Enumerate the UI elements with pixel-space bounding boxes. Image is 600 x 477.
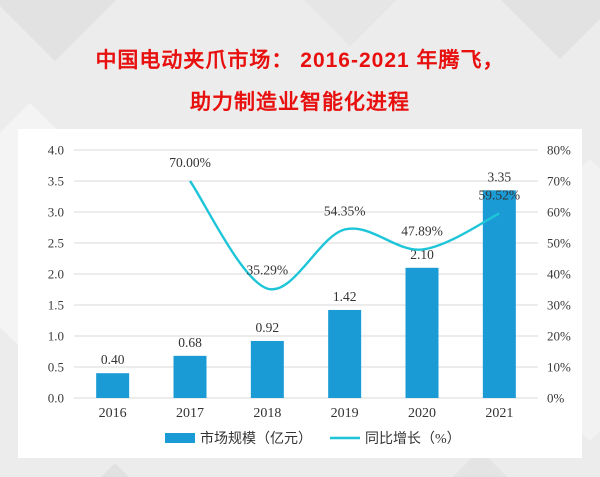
line-value-label: 70.00%: [169, 155, 211, 170]
bar-value-label: 0.68: [178, 335, 202, 350]
x-axis-label: 2020: [408, 406, 436, 421]
line-value-label: 54.35%: [324, 204, 366, 219]
bar-value-label: 1.42: [333, 289, 357, 304]
left-axis-tick: 0.5: [48, 360, 64, 375]
x-axis-label: 2016: [99, 406, 127, 421]
left-axis-tick: 3.0: [48, 205, 64, 220]
x-axis-label: 2018: [253, 406, 281, 421]
legend-bar-swatch: [165, 433, 195, 443]
chart-panel: 0.0 0% 0.5 10% 1.0 20% 1.5 30% 2.0 40% 2.5 50% 3.0 60…: [18, 129, 582, 458]
right-axis-tick: 10%: [547, 360, 571, 375]
line-value-label: 47.89%: [401, 224, 443, 239]
right-axis-tick: 20%: [547, 329, 571, 344]
left-axis-tick: 2.5: [48, 236, 64, 251]
bar-2020: [405, 267, 439, 398]
left-axis-tick: 1.5: [48, 298, 64, 313]
right-axis-tick: 30%: [547, 298, 571, 313]
line-value-label: 59.52%: [479, 187, 521, 202]
bar-value-label: 3.35: [488, 169, 512, 184]
left-axis-tick: 0.0: [48, 391, 64, 406]
combo-chart: 0.0 0% 0.5 10% 1.0 20% 1.5 30% 2.0 40% 2.5 50% 3.0 60…: [48, 143, 571, 448]
legend-line-label: 同比增长（%）: [365, 431, 461, 447]
left-axis-tick: 3.5: [48, 174, 64, 189]
bar-2016: [96, 373, 130, 398]
right-axis-tick: 40%: [547, 267, 571, 282]
bar-2021: [482, 190, 516, 398]
right-axis-tick: 70%: [547, 174, 571, 189]
right-axis-tick: 0%: [547, 391, 565, 406]
right-axis-tick: 80%: [547, 143, 571, 158]
chart-title: 中国电动夹爪市场： 2016-2021 年腾飞， 助力制造业智能化进程: [0, 40, 600, 124]
right-axis-tick: 50%: [547, 236, 571, 251]
chart-title-line2: 助力制造业智能化进程: [190, 91, 410, 114]
right-axis-tick: 60%: [547, 205, 571, 220]
bar-2018: [250, 340, 284, 398]
bg-diamond: [23, 463, 207, 477]
left-axis-tick: 2.0: [48, 267, 64, 282]
x-axis-label: 2019: [331, 406, 359, 421]
left-axis-tick: 1.0: [48, 329, 64, 344]
growth-line: [189, 180, 500, 291]
x-axis-label: 2021: [485, 406, 513, 421]
legend-bar-label: 市场规模（亿元）: [200, 430, 312, 447]
line-value-label: 35.29%: [247, 263, 289, 278]
bar-value-label: 0.40: [101, 352, 125, 367]
bar-2019: [328, 309, 362, 398]
left-axis-tick: 4.0: [48, 143, 64, 158]
bar-2017: [173, 355, 207, 398]
bar-value-label: 0.92: [256, 320, 280, 335]
chart-title-line1: 中国电动夹爪市场： 2016-2021 年腾飞，: [95, 49, 505, 72]
x-axis-label: 2017: [176, 406, 204, 421]
